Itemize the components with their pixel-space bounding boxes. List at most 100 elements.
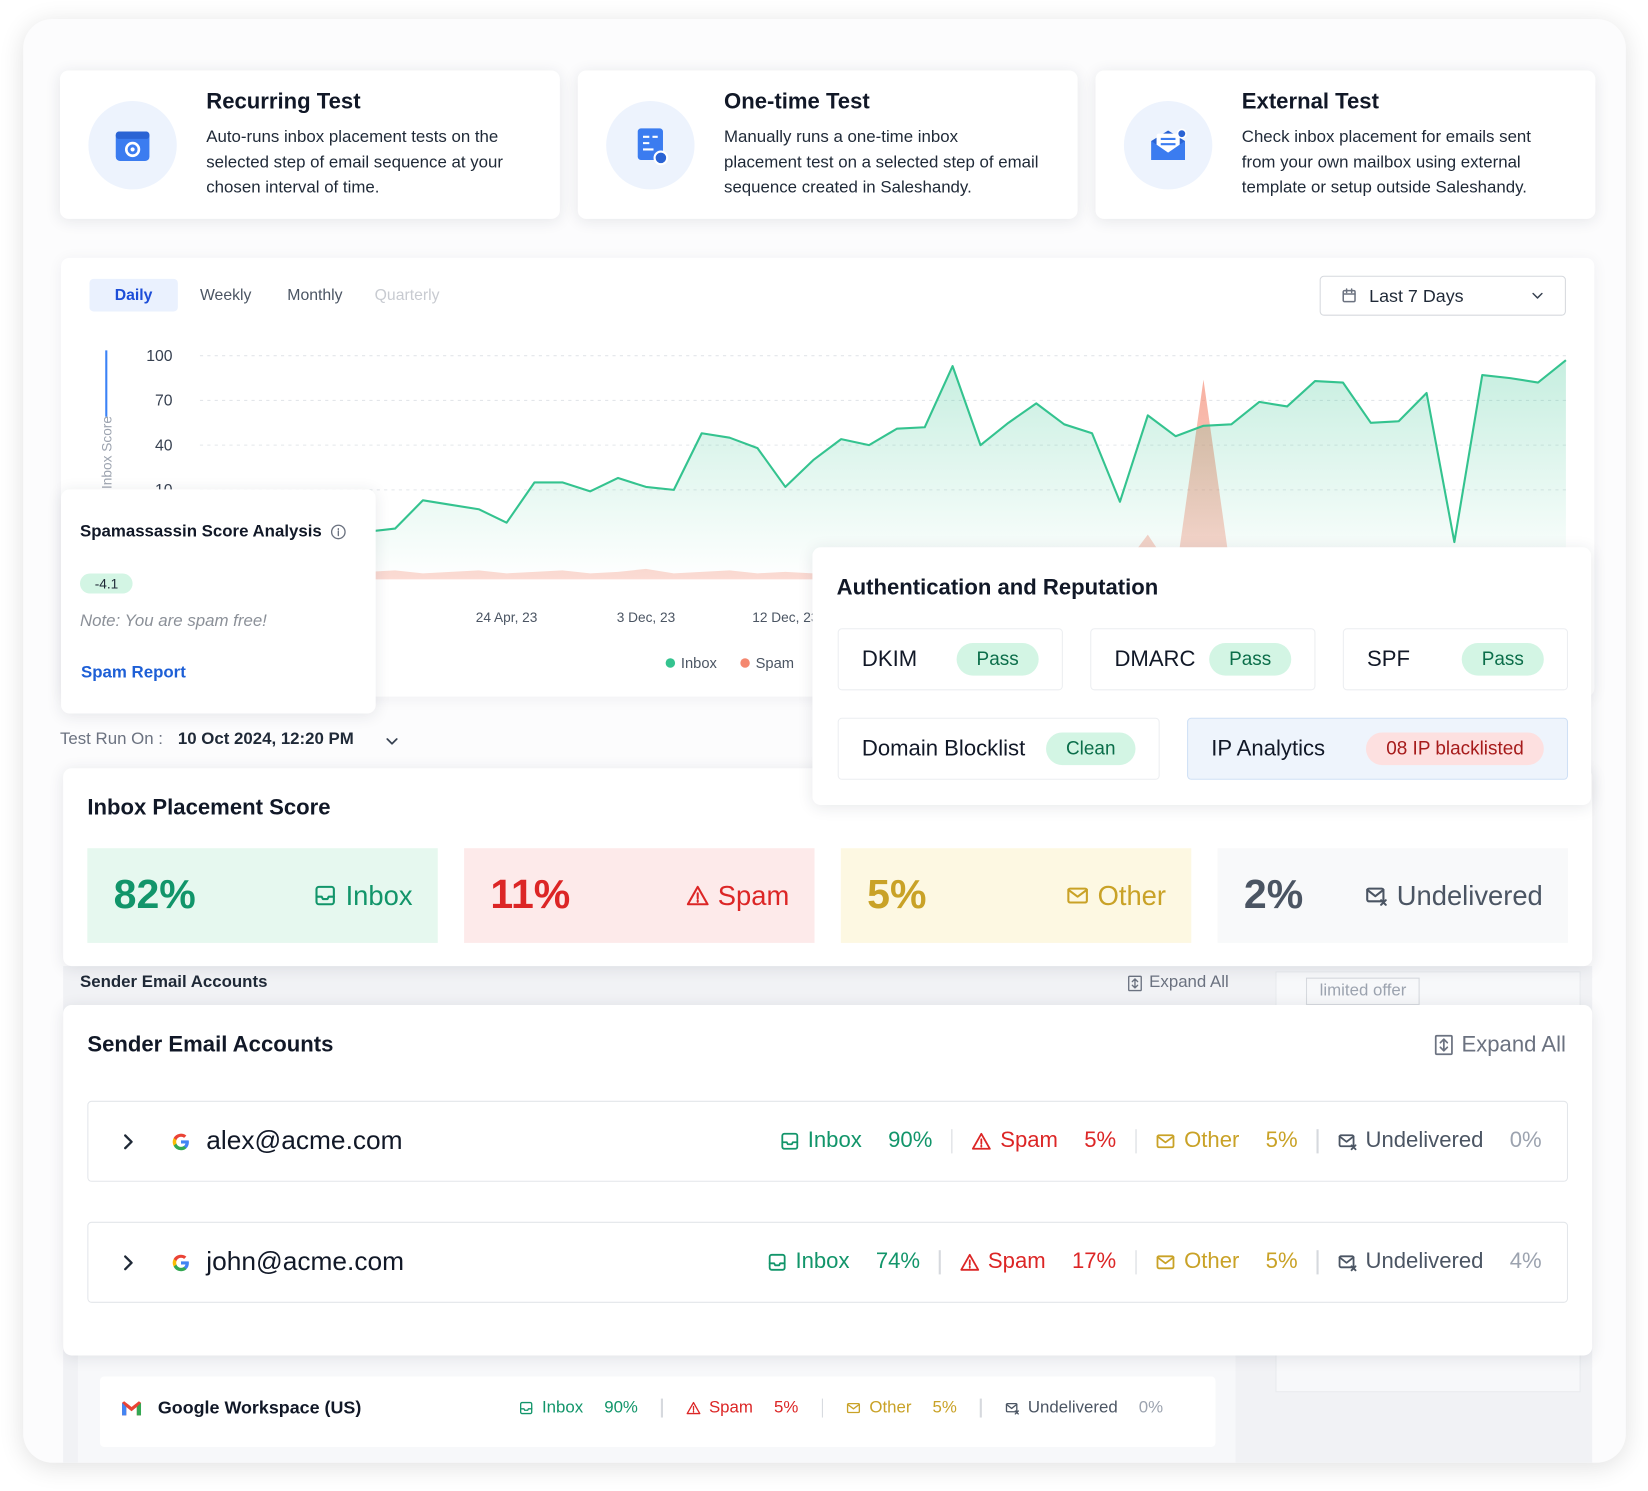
undelivered-icon: [1005, 1402, 1019, 1415]
test-type-card[interactable]: One-time Test Manually runs a one-time in…: [577, 70, 1078, 219]
glyph-part: [1160, 137, 1176, 146]
stat-label: Other: [1184, 1128, 1240, 1153]
stat-separator: [1316, 1249, 1319, 1274]
glyph-part: [115, 131, 150, 162]
stat-label: Undelivered: [1365, 1128, 1484, 1153]
workspace-name: Google Workspace (US): [157, 1397, 362, 1418]
test-type-title: External Test: [1241, 89, 1379, 114]
inbox-icon: [519, 1401, 533, 1415]
auth-item: IP Analytics 08 IP blacklisted: [1187, 717, 1569, 780]
other-icon-part: [847, 1402, 861, 1414]
period-tab[interactable]: Weekly: [199, 286, 252, 305]
stat-value: 5%: [1084, 1128, 1117, 1153]
spam-icon-part: [960, 1253, 979, 1271]
stat-value: 90%: [604, 1398, 638, 1417]
stat-label: Inbox: [807, 1128, 862, 1153]
stat-separator: [951, 1128, 953, 1153]
stat-label: Other: [1184, 1249, 1240, 1274]
senders-card: Sender Email Accounts Expand All alex@acme…: [63, 1005, 1593, 1356]
stat: Spam 5%: [972, 1128, 1116, 1153]
inbox-icon-part: [780, 1132, 798, 1150]
test-type-icon: [606, 101, 695, 190]
legend-label: Spam: [756, 656, 794, 672]
inbox-icon: [780, 1132, 798, 1150]
chevron-icon[interactable]: [118, 1131, 139, 1152]
date-range-label: Last 7 Days: [1369, 286, 1464, 307]
auth-item: DMARC Pass: [1090, 628, 1316, 691]
glyph-part: [653, 150, 669, 166]
stat: Spam 17%: [960, 1249, 1117, 1274]
placement-value: 5%: [867, 872, 927, 918]
inbox-icon-part: [768, 1253, 786, 1271]
auth-name: IP Analytics: [1211, 736, 1326, 761]
placement-label-wrap: Spam: [686, 879, 789, 912]
test-type-card[interactable]: Recurring Test Auto-runs inbox placement …: [59, 70, 560, 219]
inbox-icon-part: [519, 1408, 533, 1411]
period-tab[interactable]: Daily: [89, 278, 178, 312]
undelivered-icon: [1338, 1133, 1356, 1150]
stat-label: Inbox: [795, 1249, 850, 1274]
glyph-part: [642, 135, 658, 151]
logo-part: [172, 1259, 177, 1267]
period-tab[interactable]: Monthly: [287, 286, 343, 305]
auth-name: SPF: [1367, 646, 1410, 671]
calendar-icon-part: [1342, 289, 1356, 303]
stat: Undelivered 0%: [1337, 1128, 1542, 1153]
spam-icon: [686, 885, 709, 906]
undelivered-icon-part: [1338, 1133, 1354, 1147]
stat-separator: [1135, 1249, 1137, 1274]
undelivered-icon-part: [1005, 1403, 1019, 1415]
test-run-label: Test Run On :: [59, 730, 163, 749]
stat: Inbox 90%: [519, 1399, 638, 1418]
limited-offer-badge: limited offer: [1305, 977, 1421, 1006]
y-tick-label: 100: [146, 348, 173, 365]
period-tab: Quarterly: [374, 286, 440, 305]
test-type-glyph: [115, 131, 150, 162]
background-expand[interactable]: Expand All: [1126, 973, 1229, 992]
spam-icon-part: [686, 885, 709, 906]
down-icon-part: [1532, 292, 1543, 299]
background-panel-title: Sender Email Accounts: [79, 973, 268, 992]
test-type-description: Manually runs a one-time inbox placement…: [724, 128, 1039, 197]
expand-all-label: Expand All: [1461, 1032, 1566, 1057]
stat: Other 5%: [1156, 1128, 1298, 1153]
logo-part: [136, 1402, 142, 1416]
stat-value: 0%: [1509, 1128, 1542, 1153]
placement-label-wrap: Other: [1066, 879, 1166, 912]
other-icon-part: [847, 1403, 861, 1410]
stat-value: 5%: [932, 1398, 957, 1417]
glyph-part: [115, 131, 150, 139]
spam-report-link[interactable]: Spam Report: [81, 664, 186, 682]
inbox-icon-part: [315, 885, 336, 906]
test-type-card[interactable]: External Test Check inbox placement for e…: [1095, 70, 1596, 219]
stat-label: Spam: [987, 1249, 1046, 1274]
stat-separator: [1135, 1128, 1137, 1153]
down-icon: [1532, 292, 1543, 299]
glyph-part: [1176, 128, 1187, 139]
spam-note: Note: You are spam free!: [79, 612, 267, 631]
date-range-dropdown[interactable]: Last 7 Days: [1319, 275, 1566, 316]
legend-swatch: [740, 658, 750, 668]
google-logo: [172, 1254, 189, 1272]
google-logo: [172, 1133, 189, 1151]
logo-part: [173, 1254, 187, 1262]
auth-status: Pass: [1209, 642, 1292, 676]
stat-group: Inbox 90% Spam 5% Other 5% Undelivered 0%: [519, 1398, 1163, 1418]
chevron-icon[interactable]: [118, 1252, 139, 1273]
down-icon[interactable]: [384, 733, 400, 749]
undelivered-icon-part: [1366, 887, 1385, 903]
stat: Inbox 74%: [767, 1249, 920, 1274]
stat-value: 74%: [875, 1249, 921, 1274]
spam-analysis-card: Spamassassin Score Analysis -4.1 Note: You…: [61, 489, 376, 714]
glyph-part: [124, 141, 141, 158]
test-type-description: Check inbox placement for emails sent fr…: [1241, 128, 1531, 197]
stat-value: 17%: [1071, 1249, 1117, 1274]
expand-all[interactable]: Expand All: [1432, 1032, 1566, 1057]
other-icon: [1156, 1133, 1175, 1148]
other-icon-part: [1067, 888, 1088, 898]
auth-item: Domain Blocklist Clean: [837, 717, 1160, 780]
placement-value: 11%: [490, 872, 571, 918]
logo-part: [122, 1401, 142, 1416]
chart: 104070100Inbox Score2324 Apr, 233 Dec, 2…: [100, 348, 1567, 672]
placement-label-wrap: Inbox: [314, 879, 413, 912]
